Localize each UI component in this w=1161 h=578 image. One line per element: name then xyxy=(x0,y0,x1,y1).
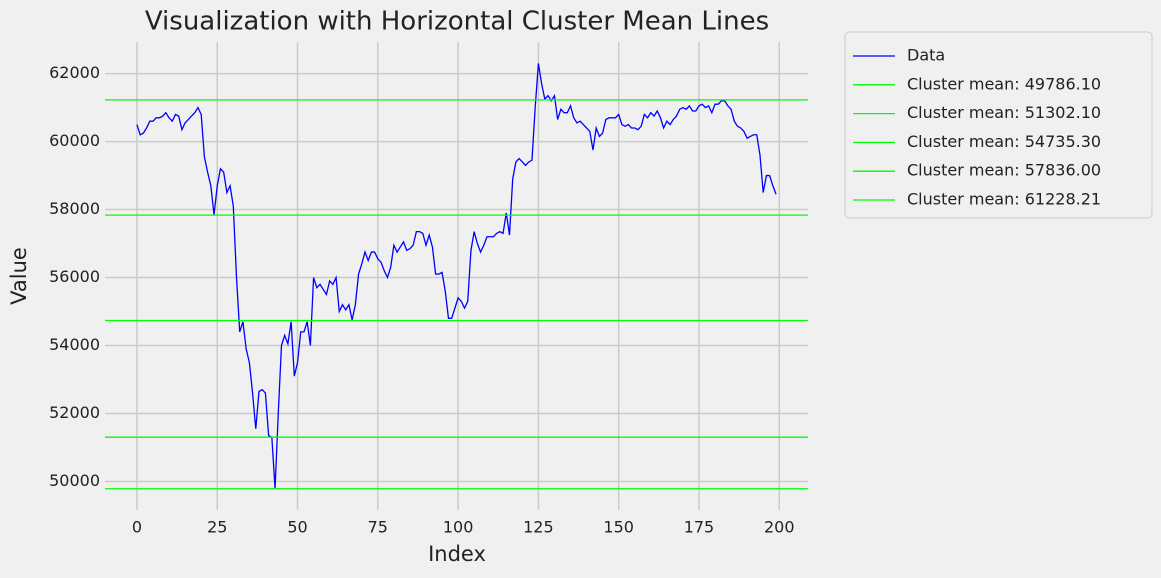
x-tick-label: 175 xyxy=(684,518,715,537)
x-tick-label: 25 xyxy=(207,518,227,537)
legend-box xyxy=(844,31,1153,219)
x-tick-label: 200 xyxy=(764,518,795,537)
y-tick-label: 62000 xyxy=(49,63,100,82)
x-tick-label: 125 xyxy=(523,518,554,537)
legend-label: Cluster mean: 51302.10 xyxy=(907,103,1101,122)
y-tick-label: 56000 xyxy=(49,267,100,286)
y-tick-label: 54000 xyxy=(49,335,100,354)
y-tick-label: 52000 xyxy=(49,403,100,422)
x-axis-label: Index xyxy=(428,542,486,566)
legend-label: Cluster mean: 54735.30 xyxy=(907,132,1101,151)
legend-label: Cluster mean: 57836.00 xyxy=(907,161,1101,180)
legend-label: Cluster mean: 49786.10 xyxy=(907,74,1101,93)
x-tick-label: 0 xyxy=(132,518,142,537)
y-tick-label: 58000 xyxy=(49,199,100,218)
y-axis-label: Value xyxy=(7,247,31,305)
legend-label: Data xyxy=(907,46,945,65)
legend-label: Cluster mean: 61228.21 xyxy=(907,190,1101,209)
x-tick-label: 150 xyxy=(603,518,634,537)
chart-title: Visualization with Horizontal Cluster Me… xyxy=(145,7,769,37)
data-line xyxy=(136,63,777,489)
x-tick-label: 50 xyxy=(287,518,307,537)
y-tick-label: 60000 xyxy=(49,131,100,150)
x-tick-label: 75 xyxy=(368,518,388,537)
y-tick-label: 50000 xyxy=(49,471,100,490)
x-tick-label: 100 xyxy=(443,518,474,537)
